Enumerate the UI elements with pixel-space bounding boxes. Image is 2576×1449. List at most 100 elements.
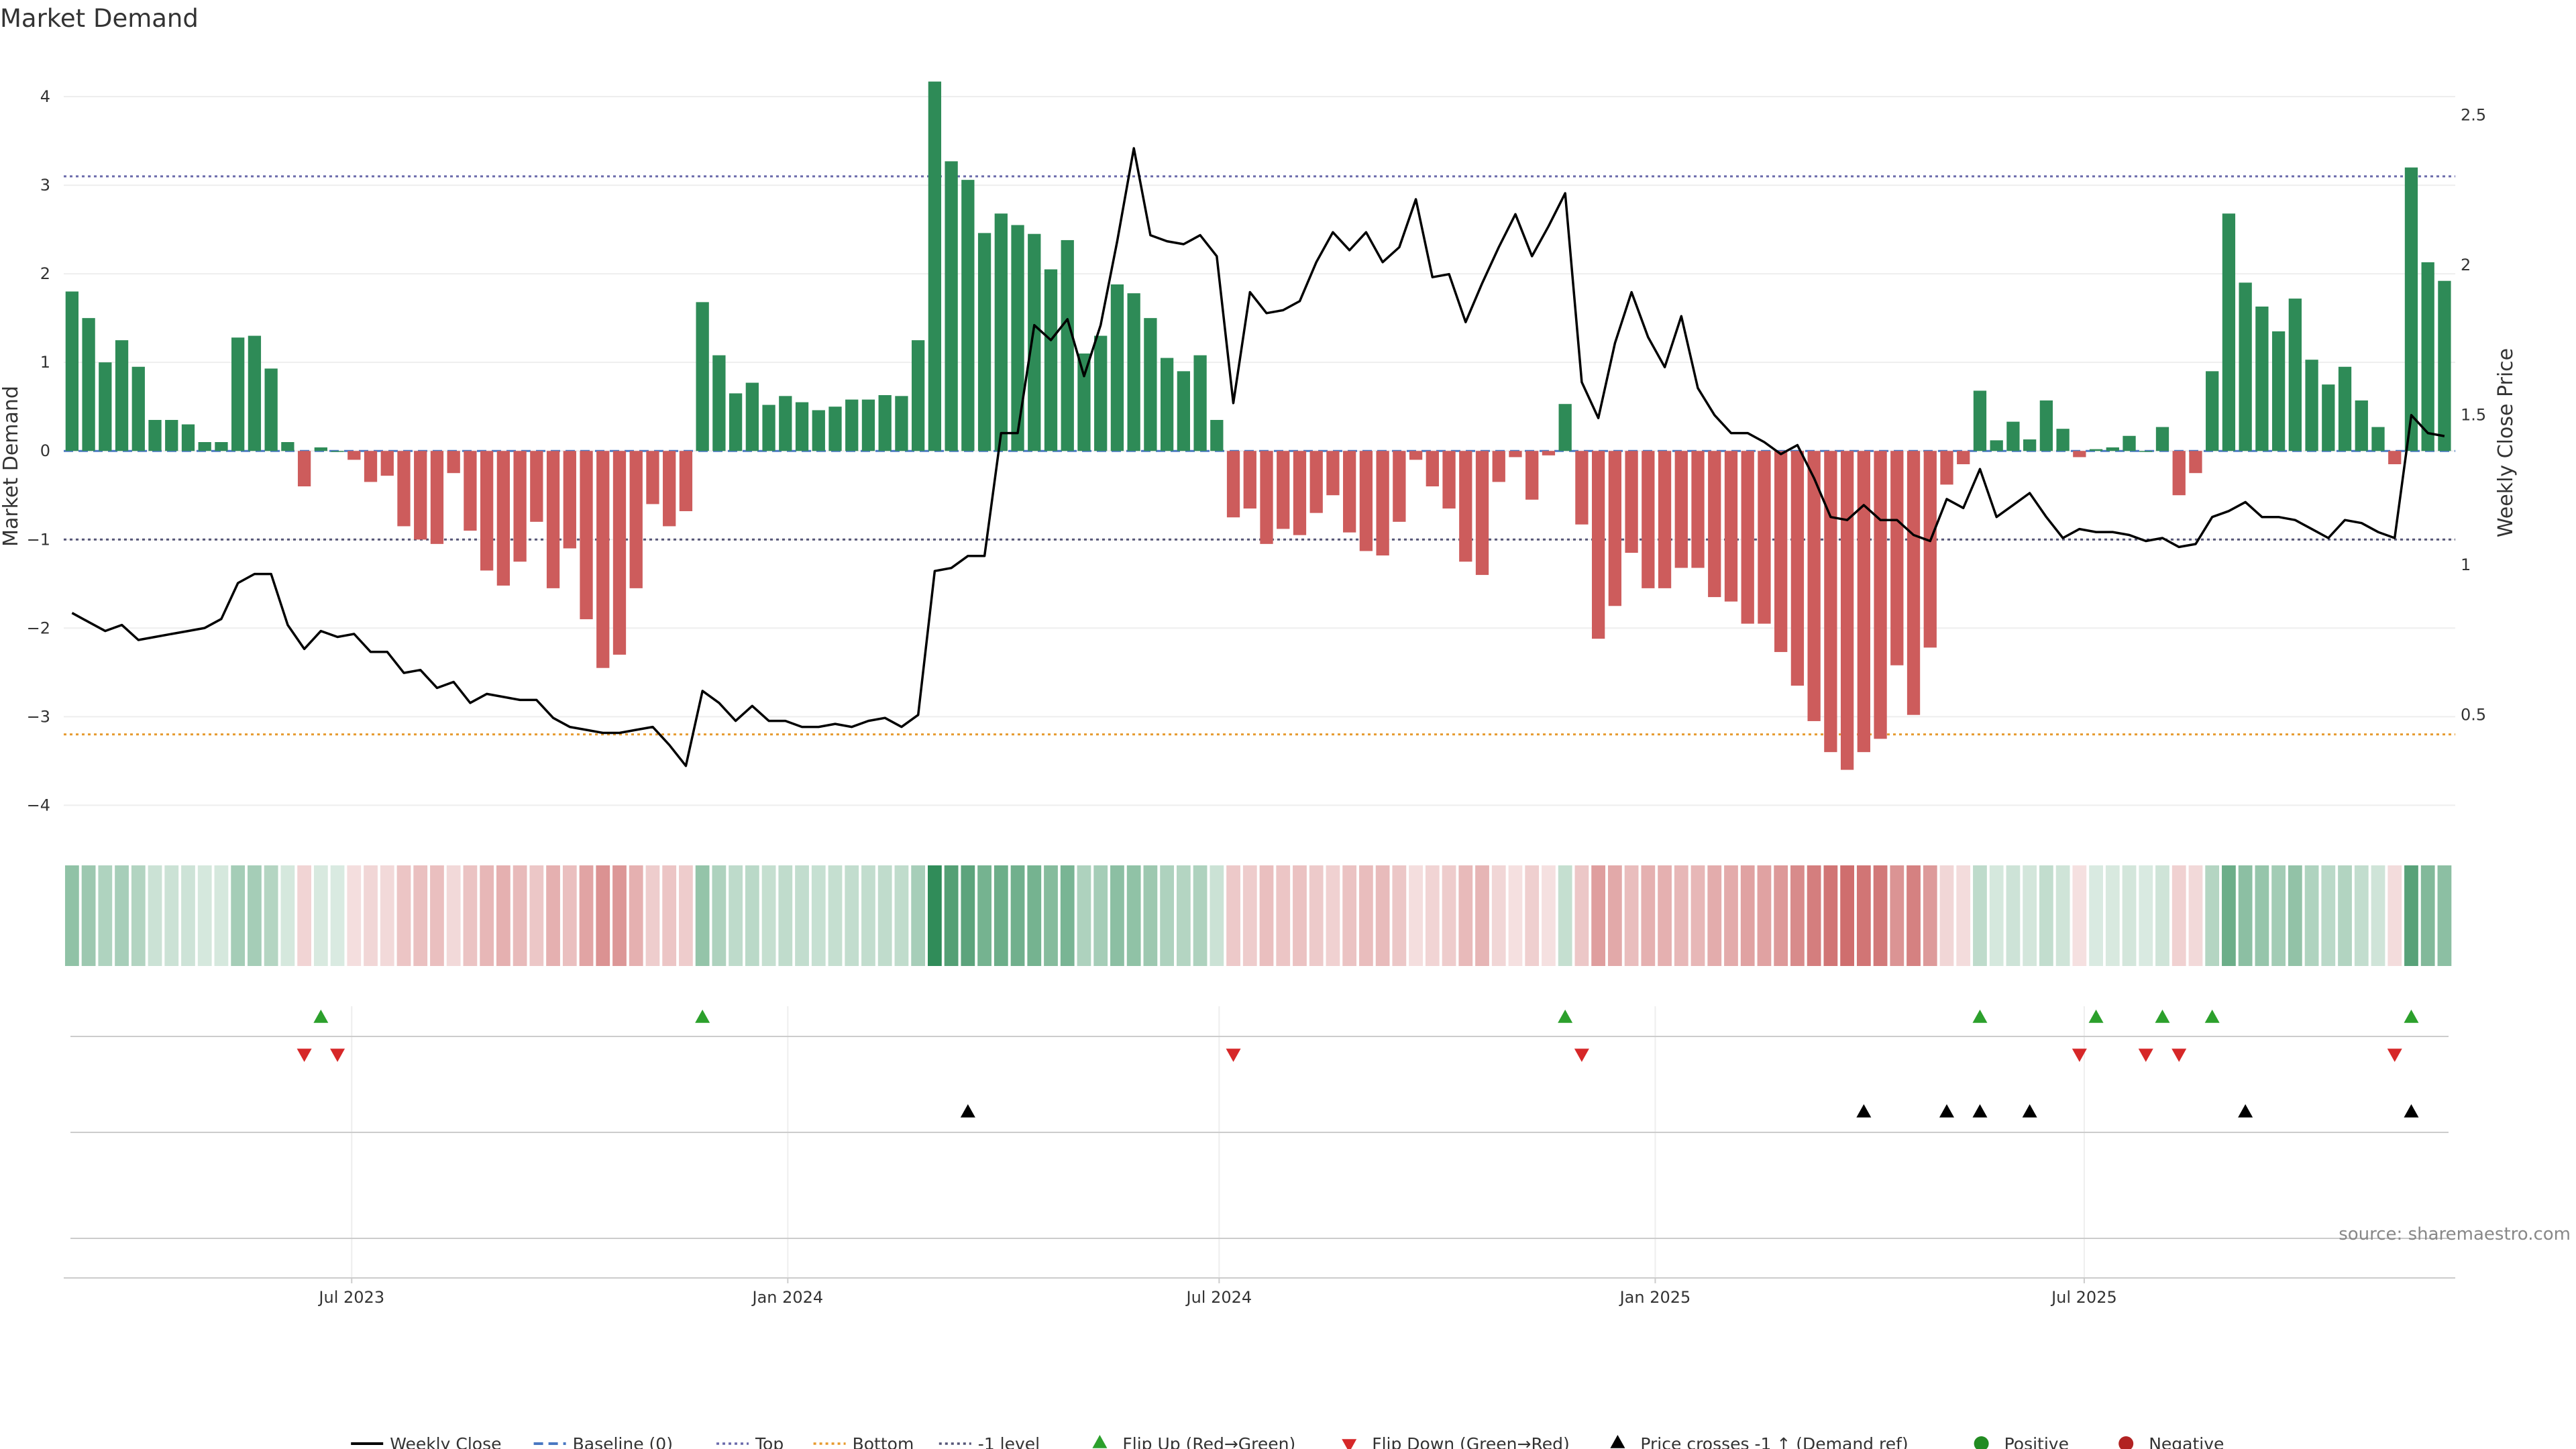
strip-cell: [1989, 865, 2004, 966]
demand-bar: [779, 396, 792, 451]
demand-bar: [2073, 451, 2086, 458]
demand-bar: [2222, 213, 2236, 451]
strip-cell: [961, 865, 975, 966]
demand-bar: [430, 451, 444, 544]
demand-bar: [131, 366, 145, 451]
gridlines: [64, 96, 2455, 1278]
strip-cell: [994, 865, 1008, 966]
strip-cell: [1823, 865, 1838, 966]
source-note: source: sharemaestro.com: [2339, 1224, 2571, 1244]
strip-cell: [1409, 865, 1423, 966]
demand-bar: [546, 451, 560, 588]
strip-cell: [712, 865, 727, 966]
strip-cell: [1126, 865, 1141, 966]
legend-label: Price crosses -1 ↑ (Demand ref): [1640, 1434, 1908, 1449]
y-axis-ticks: 4 3 2 1 0 −1 −2 −3 −4: [27, 87, 50, 814]
strip-cell: [1757, 865, 1772, 966]
legend-item: -1 level: [938, 1434, 1040, 1449]
legend-label: -1 level: [978, 1434, 1040, 1449]
demand-bar: [1028, 233, 1041, 451]
strip-cell: [81, 865, 96, 966]
demand-bar: [945, 161, 958, 451]
strip-cell: [861, 865, 875, 966]
y2-tick-label: 2: [2461, 256, 2471, 274]
strip-cell: [463, 865, 478, 966]
demand-bar: [1226, 451, 1240, 518]
legend-circle-icon: [1974, 1436, 1989, 1449]
demand-bar: [1558, 404, 1572, 451]
demand-bar: [1210, 419, 1224, 451]
demand-bar: [1326, 451, 1340, 496]
strip-cell: [529, 865, 544, 966]
strip-cell: [1873, 865, 1888, 966]
demand-bar: [2421, 262, 2434, 451]
demand-bar: [1243, 451, 1256, 509]
price-cross-marker: [1972, 1104, 1988, 1118]
demand-bars: [65, 81, 2451, 770]
strip-cell: [2354, 865, 2369, 966]
strip-cell: [1840, 865, 1854, 966]
legend-item: Top: [716, 1434, 784, 1449]
strip-cell: [562, 865, 577, 966]
demand-bar: [82, 318, 95, 451]
strip-cell: [1508, 865, 1523, 966]
flip-up-marker: [1972, 1010, 1988, 1023]
flip-up-marker: [2204, 1010, 2220, 1023]
demand-bar: [1044, 269, 1058, 451]
strip-cell: [1807, 865, 1821, 966]
flip-down-marker: [2387, 1049, 2402, 1062]
strip-cell: [2171, 865, 2186, 966]
demand-bar: [181, 424, 195, 451]
demand-bar: [679, 451, 693, 511]
strip-cell: [1558, 865, 1572, 966]
demand-bar: [1525, 451, 1539, 500]
strip-cell: [2105, 865, 2120, 966]
strip-cell: [928, 865, 942, 966]
demand-bar: [331, 451, 344, 452]
flip-down-marker: [2072, 1049, 2087, 1062]
strip-cell: [1607, 865, 1622, 966]
demand-bar: [1177, 371, 1190, 451]
demand-bar: [2089, 449, 2103, 451]
strip-cell: [1658, 865, 1672, 966]
strip-cell: [2321, 865, 2336, 966]
strip-cell: [2304, 865, 2319, 966]
strip-cell: [115, 865, 129, 966]
y-tick-label: −3: [27, 707, 50, 726]
strip-cell: [1491, 865, 1506, 966]
strip-cell: [1110, 865, 1124, 966]
y2-tick-label: 2.5: [2461, 106, 2486, 125]
demand-bar: [248, 335, 262, 451]
demand-bar: [712, 355, 726, 451]
demand-bar: [2388, 451, 2402, 465]
legend-label: Negative: [2149, 1434, 2224, 1449]
strip-cell: [98, 865, 113, 966]
strip-cell: [2371, 865, 2385, 966]
strip-cell: [2271, 865, 2286, 966]
demand-bar: [1359, 451, 1373, 551]
y-tick-label: 1: [40, 353, 50, 372]
demand-bar: [1724, 451, 1738, 602]
demand-bar: [1442, 451, 1456, 509]
x-tick-label: Jul 2024: [1185, 1288, 1252, 1307]
strip-cell: [1624, 865, 1639, 966]
demand-bar: [2172, 451, 2186, 496]
strip-cell: [364, 865, 378, 966]
strip-cell: [480, 865, 494, 966]
demand-bar: [2322, 384, 2335, 451]
strip-cell: [1890, 865, 1904, 966]
strip-cell: [396, 865, 411, 966]
strip-cell: [330, 865, 345, 966]
demand-bar: [198, 442, 211, 451]
strip-cell: [877, 865, 892, 966]
strip-cell: [911, 865, 926, 966]
strip-cell: [1973, 865, 1987, 966]
demand-bar: [1957, 451, 1970, 465]
legend-circle-icon: [2118, 1436, 2134, 1449]
strip-cell: [1176, 865, 1191, 966]
demand-bar: [2355, 400, 2368, 451]
demand-bar: [912, 340, 925, 451]
strip-cell: [1690, 865, 1705, 966]
strip-cell: [413, 865, 428, 966]
strip-cell: [1060, 865, 1075, 966]
